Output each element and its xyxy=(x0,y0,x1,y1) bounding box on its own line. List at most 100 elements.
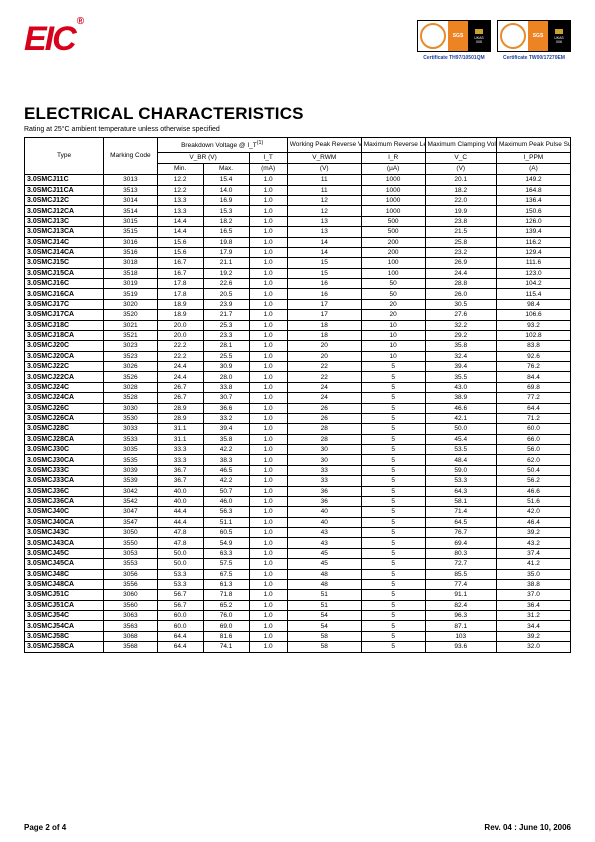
cell-value: 11 xyxy=(287,185,361,195)
cell-value: 92.6 xyxy=(496,351,570,361)
cell-value: 84.4 xyxy=(496,372,570,382)
cell-value: 200 xyxy=(361,247,425,257)
cell-type: 3.0SMCJ17C xyxy=(25,299,104,309)
cell-value: 53.5 xyxy=(425,445,496,455)
cell-value: 1.0 xyxy=(249,289,287,299)
table-row: 3.0SMCJ18CA352120.023.31.0181029.2102.8 xyxy=(25,330,571,340)
table-row: 3.0SMCJ28C303331.139.41.028550.060.0 xyxy=(25,424,571,434)
cell-value: 3514 xyxy=(104,206,158,216)
cell-value: 39.4 xyxy=(425,362,496,372)
cell-value: 115.4 xyxy=(496,289,570,299)
hdr-ir-title: Maximum Reverse Leakage @ V_RWM xyxy=(361,138,425,153)
cell-value: 164.8 xyxy=(496,185,570,195)
cell-value: 35.0 xyxy=(496,569,570,579)
cell-value: 12.2 xyxy=(157,175,203,185)
cell-value: 3550 xyxy=(104,538,158,548)
cell-value: 46.4 xyxy=(496,517,570,527)
cell-value: 67.5 xyxy=(203,569,249,579)
cell-value: 1.0 xyxy=(249,621,287,631)
cell-value: 28.9 xyxy=(157,413,203,423)
cell-value: 16.9 xyxy=(203,196,249,206)
cell-value: 64.3 xyxy=(425,486,496,496)
cell-value: 5 xyxy=(361,642,425,652)
cell-value: 3020 xyxy=(104,299,158,309)
cell-value: 3026 xyxy=(104,362,158,372)
cell-value: 44.4 xyxy=(157,507,203,517)
cell-value: 40 xyxy=(287,507,361,517)
sgs-icon: SGS xyxy=(528,21,548,51)
hdr-type: Type xyxy=(25,138,104,175)
brand-logo: EIC® xyxy=(24,20,80,59)
cell-value: 5 xyxy=(361,621,425,631)
logo-trademark: ® xyxy=(77,16,82,27)
cell-value: 1.0 xyxy=(249,382,287,392)
cell-value: 1.0 xyxy=(249,486,287,496)
cell-value: 98.4 xyxy=(496,299,570,309)
cell-value: 3056 xyxy=(104,569,158,579)
cell-value: 51 xyxy=(287,590,361,600)
hdr-vrwm-unit: (V) xyxy=(287,163,361,174)
cell-value: 21.7 xyxy=(203,310,249,320)
cell-value: 3520 xyxy=(104,310,158,320)
cell-value: 14 xyxy=(287,237,361,247)
cell-type: 3.0SMCJ33C xyxy=(25,465,104,475)
cell-value: 1000 xyxy=(361,206,425,216)
cell-value: 3050 xyxy=(104,528,158,538)
cell-value: 5 xyxy=(361,590,425,600)
cell-value: 18 xyxy=(287,330,361,340)
cell-value: 71.4 xyxy=(425,507,496,517)
table-row: 3.0SMCJ45CA355350.057.51.045572.741.2 xyxy=(25,559,571,569)
cell-value: 5 xyxy=(361,403,425,413)
cell-value: 1.0 xyxy=(249,538,287,548)
cell-type: 3.0SMCJ28C xyxy=(25,424,104,434)
table-row: 3.0SMCJ18C302120.025.31.0181032.293.2 xyxy=(25,320,571,330)
table-row: 3.0SMCJ24C302826.733.81.024543.069.8 xyxy=(25,382,571,392)
cell-value: 5 xyxy=(361,517,425,527)
cell-value: 3535 xyxy=(104,455,158,465)
cell-value: 51 xyxy=(287,600,361,610)
cell-value: 1.0 xyxy=(249,559,287,569)
cell-value: 23.2 xyxy=(425,247,496,257)
page-subtitle: Rating at 25°C ambient temperature unles… xyxy=(24,126,571,133)
cell-value: 129.4 xyxy=(496,247,570,257)
cell-value: 25.5 xyxy=(203,351,249,361)
table-row: 3.0SMCJ17C302018.923.91.0172030.598.4 xyxy=(25,299,571,309)
cell-value: 43 xyxy=(287,538,361,548)
table-head: Type Marking Code Breakdown Voltage @ Ι_… xyxy=(25,138,571,175)
cell-value: 43.0 xyxy=(425,382,496,392)
cell-value: 17.8 xyxy=(157,279,203,289)
cell-value: 57.5 xyxy=(203,559,249,569)
cell-value: 28 xyxy=(287,434,361,444)
cell-value: 12.2 xyxy=(157,185,203,195)
table-row: 3.0SMCJ14C301615.619.81.01420025.8116.2 xyxy=(25,237,571,247)
cell-type: 3.0SMCJ24CA xyxy=(25,393,104,403)
cell-value: 3030 xyxy=(104,403,158,413)
cell-value: 28.9 xyxy=(157,403,203,413)
cell-value: 3556 xyxy=(104,579,158,589)
cell-type: 3.0SMCJ24C xyxy=(25,382,104,392)
cell-value: 56.2 xyxy=(496,476,570,486)
cell-value: 1.0 xyxy=(249,330,287,340)
cell-value: 46.6 xyxy=(496,486,570,496)
cell-type: 3.0SMCJ16C xyxy=(25,279,104,289)
cell-value: 50.0 xyxy=(425,424,496,434)
cell-value: 33 xyxy=(287,465,361,475)
table-row: 3.0SMCJ16C301917.822.61.0165028.8104.2 xyxy=(25,279,571,289)
cell-value: 5 xyxy=(361,362,425,372)
cell-value: 64.4 xyxy=(496,403,570,413)
cell-value: 3568 xyxy=(104,642,158,652)
hdr-vc-unit: (V) xyxy=(425,163,496,174)
ring-icon xyxy=(500,23,526,49)
cell-value: 53.3 xyxy=(425,476,496,486)
table-row: 3.0SMCJ48CA355653.361.31.048577.438.8 xyxy=(25,579,571,589)
cell-value: 5 xyxy=(361,476,425,486)
cell-value: 43.2 xyxy=(496,538,570,548)
cell-value: 3053 xyxy=(104,548,158,558)
cell-value: 1.0 xyxy=(249,600,287,610)
cell-value: 37.0 xyxy=(496,590,570,600)
cell-value: 65.2 xyxy=(203,600,249,610)
cell-value: 72.7 xyxy=(425,559,496,569)
table-row: 3.0SMCJ33C303936.746.51.033559.050.4 xyxy=(25,465,571,475)
cell-value: 15.6 xyxy=(157,237,203,247)
cell-value: 136.4 xyxy=(496,196,570,206)
